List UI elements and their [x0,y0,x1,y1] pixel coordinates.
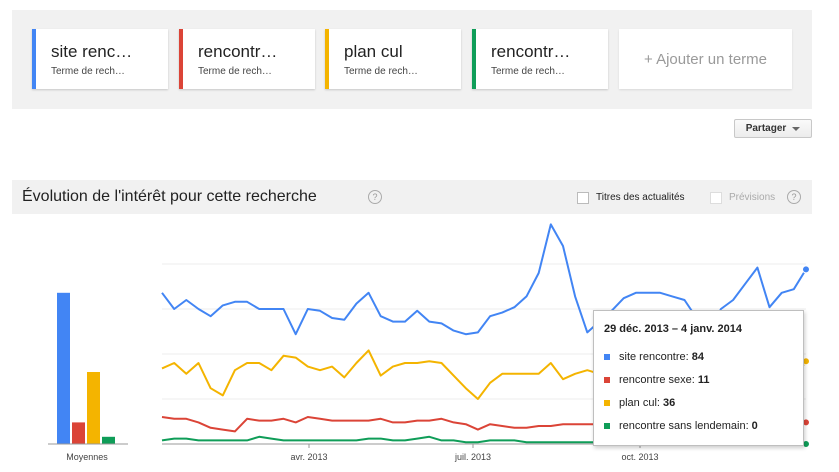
tooltip-series-value: 84 [691,351,704,363]
term-color-bar [472,29,476,89]
tooltip-series-value: 36 [662,397,676,409]
term-card-4[interactable]: rencontr… Terme de rech… [472,29,608,89]
term-label: rencontr… [198,42,278,61]
tooltip-series-value: 0 [751,420,758,432]
term-color-bar [32,29,36,89]
x-tick-label: oct. 2013 [621,452,658,462]
section-title: Évolution de l'intérêt pour cette recher… [22,188,317,205]
term-card-3[interactable]: plan cul Terme de rech… [325,29,461,89]
news-headlines-checkbox[interactable] [577,192,589,204]
average-bar [72,422,85,444]
term-sublabel: Terme de rech… [51,66,125,77]
search-terms-bar: site renc… Terme de rech… rencontr… Term… [12,10,812,109]
forecast-help-icon[interactable]: ? [787,190,801,204]
term-sublabel: Terme de rech… [198,66,272,77]
chart-tooltip: 29 déc. 2013 – 4 janv. 2014 site rencont… [593,310,804,446]
series-swatch [604,423,610,429]
tooltip-row: rencontre sans lendemain: 0 [604,420,758,432]
tooltip-row: rencontre sexe: 11 [604,374,709,386]
series-swatch [604,354,610,360]
series-swatch [604,400,610,406]
term-label: site renc… [51,42,133,61]
share-button-label: Partager [745,123,787,134]
x-tick-label: avr. 2013 [290,452,327,462]
average-bar [87,372,100,444]
averages-label: Moyennes [66,452,108,462]
term-color-bar [325,29,329,89]
help-icon[interactable]: ? [368,190,382,204]
average-bar [102,436,115,444]
x-tick-label: juil. 2013 [454,452,491,462]
tooltip-series-label: site rencontre: [619,351,689,363]
term-label: plan cul [344,42,403,61]
term-color-bar [179,29,183,89]
tooltip-row: site rencontre: 84 [604,351,704,363]
add-term-button[interactable]: + Ajouter un terme [619,29,792,89]
series-swatch [604,377,610,383]
share-button[interactable]: Partager [734,119,812,138]
tooltip-series-label: plan cul: [619,397,660,409]
interest-over-time-header: Évolution de l'intérêt pour cette recher… [12,180,812,214]
series-point [802,265,810,274]
term-sublabel: Terme de rech… [344,66,418,77]
term-card-1[interactable]: site renc… Terme de rech… [32,29,168,89]
term-card-2[interactable]: rencontr… Terme de rech… [179,29,315,89]
forecast-label: Prévisions [729,192,776,203]
chevron-down-icon [792,126,801,131]
tooltip-series-value: 11 [697,374,710,386]
tooltip-series-label: rencontre sexe: [619,374,695,386]
term-sublabel: Terme de rech… [491,66,565,77]
tooltip-series-label: rencontre sans lendemain: [619,420,749,432]
tooltip-row: plan cul: 36 [604,397,675,409]
average-bar [57,292,70,444]
term-label: rencontr… [491,42,571,61]
forecast-checkbox[interactable] [710,192,722,204]
tooltip-date: 29 déc. 2013 – 4 janv. 2014 [604,323,743,335]
news-headlines-label: Titres des actualités [596,192,685,203]
